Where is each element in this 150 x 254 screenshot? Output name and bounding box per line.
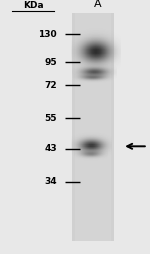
Text: 130: 130 <box>38 30 57 39</box>
Text: 34: 34 <box>44 177 57 186</box>
Text: 43: 43 <box>44 144 57 153</box>
Text: A: A <box>94 0 101 9</box>
Text: KDa: KDa <box>23 1 43 10</box>
Text: 95: 95 <box>44 58 57 67</box>
Text: 55: 55 <box>45 114 57 123</box>
Bar <box>72 13 114 241</box>
Bar <box>75 13 111 241</box>
Text: 72: 72 <box>44 81 57 90</box>
